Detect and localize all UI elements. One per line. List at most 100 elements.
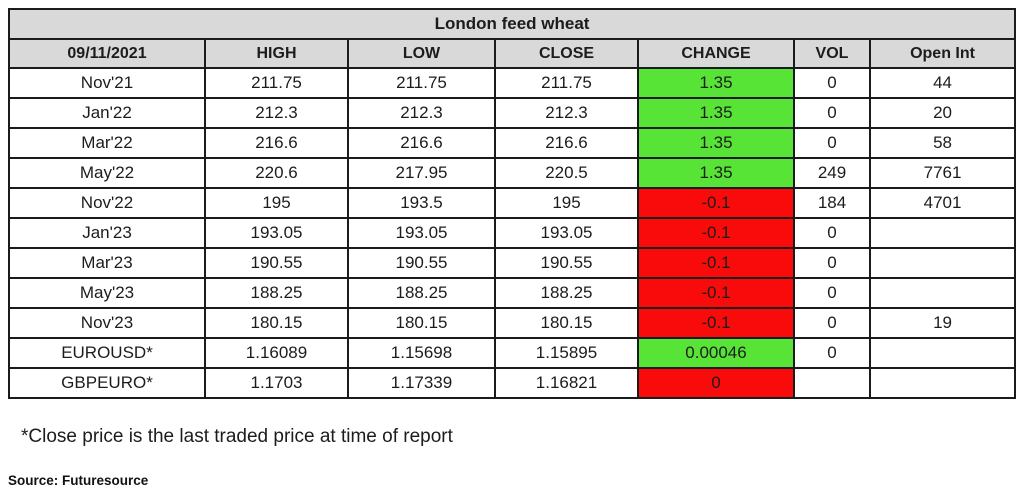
table-row: May'22 220.6 217.95 220.5 1.35 249 7761 — [8, 157, 1017, 189]
cell-close: 1.15895 — [494, 337, 639, 369]
table-row: Mar'22 216.6 216.6 216.6 1.35 0 58 — [8, 127, 1017, 159]
cell-vol: 249 — [793, 157, 871, 189]
header-row: 09/11/2021 HIGH LOW CLOSE CHANGE VOL Ope… — [8, 38, 1017, 69]
table-row: Jan'22 212.3 212.3 212.3 1.35 0 20 — [8, 97, 1017, 129]
cell-high: 211.75 — [204, 67, 349, 99]
table-row: GBPEURO* 1.1703 1.17339 1.16821 0 — [8, 367, 1017, 399]
cell-low: 193.05 — [347, 217, 496, 249]
cell-openint — [868, 367, 1017, 399]
column-header-vol: VOL — [793, 38, 871, 69]
cell-vol: 0 — [793, 127, 871, 159]
cell-low: 211.75 — [347, 67, 496, 99]
futures-table: London feed wheat 09/11/2021 HIGH LOW CL… — [7, 8, 1017, 399]
contract-label: GBPEURO* — [8, 367, 206, 399]
cell-openint: 20 — [868, 97, 1017, 129]
table-row: Jan'23 193.05 193.05 193.05 -0.1 0 — [8, 217, 1017, 249]
cell-high: 1.16089 — [204, 337, 349, 369]
cell-high: 216.6 — [204, 127, 349, 159]
cell-change: -0.1 — [637, 247, 795, 279]
contract-label: Jan'23 — [8, 217, 206, 249]
cell-openint: 58 — [868, 127, 1017, 159]
table-title: London feed wheat — [7, 8, 1017, 40]
cell-low: 1.17339 — [347, 367, 496, 399]
cell-vol: 0 — [793, 217, 871, 249]
source-attribution: Source: Futuresource — [8, 473, 149, 488]
contract-label: EUROUSD* — [8, 337, 206, 369]
cell-high: 195 — [204, 187, 349, 219]
cell-high: 212.3 — [204, 97, 349, 129]
cell-vol: 0 — [793, 337, 871, 369]
cell-change: 0.00046 — [637, 337, 795, 369]
report-date: 09/11/2021 — [8, 38, 206, 69]
column-header-change: CHANGE — [637, 38, 795, 69]
table-row: May'23 188.25 188.25 188.25 -0.1 0 — [8, 277, 1017, 309]
cell-close: 190.55 — [494, 247, 639, 279]
cell-change: 1.35 — [637, 157, 795, 189]
cell-high: 188.25 — [204, 277, 349, 309]
cell-low: 217.95 — [347, 157, 496, 189]
contract-label: Jan'22 — [8, 97, 206, 129]
cell-change: -0.1 — [637, 277, 795, 309]
cell-vol: 0 — [793, 277, 871, 309]
cell-close: 220.5 — [494, 157, 639, 189]
cell-openint: 44 — [868, 67, 1017, 99]
table-row: Nov'23 180.15 180.15 180.15 -0.1 0 19 — [8, 307, 1017, 339]
contract-label: May'23 — [8, 277, 206, 309]
cell-openint: 7761 — [868, 157, 1017, 189]
cell-openint: 4701 — [868, 187, 1017, 219]
cell-high: 190.55 — [204, 247, 349, 279]
cell-high: 220.6 — [204, 157, 349, 189]
contract-label: May'22 — [8, 157, 206, 189]
cell-openint — [868, 217, 1017, 249]
cell-vol: 0 — [793, 307, 871, 339]
table-row: EUROUSD* 1.16089 1.15698 1.15895 0.00046… — [8, 337, 1017, 369]
cell-close: 211.75 — [494, 67, 639, 99]
cell-close: 195 — [494, 187, 639, 219]
cell-vol: 0 — [793, 67, 871, 99]
cell-openint: 19 — [868, 307, 1017, 339]
column-header-close: CLOSE — [494, 38, 639, 69]
cell-low: 180.15 — [347, 307, 496, 339]
table-row: Mar'23 190.55 190.55 190.55 -0.1 0 — [8, 247, 1017, 279]
cell-vol: 184 — [793, 187, 871, 219]
cell-openint — [868, 277, 1017, 309]
contract-label: Nov'22 — [8, 187, 206, 219]
close-price-footnote: *Close price is the last traded price at… — [21, 426, 453, 447]
column-header-low: LOW — [347, 38, 496, 69]
cell-close: 188.25 — [494, 277, 639, 309]
contract-label: Nov'23 — [8, 307, 206, 339]
cell-openint — [868, 337, 1017, 369]
column-header-openint: Open Int — [868, 38, 1017, 69]
cell-vol: 0 — [793, 247, 871, 279]
table-row: Nov'22 195 193.5 195 -0.1 184 4701 — [8, 187, 1017, 219]
cell-close: 180.15 — [494, 307, 639, 339]
cell-vol: 0 — [793, 97, 871, 129]
cell-low: 1.15698 — [347, 337, 496, 369]
cell-close: 1.16821 — [494, 367, 639, 399]
cell-change: -0.1 — [637, 187, 795, 219]
cell-high: 1.1703 — [204, 367, 349, 399]
contract-label: Mar'23 — [8, 247, 206, 279]
cell-openint — [868, 247, 1017, 279]
cell-high: 193.05 — [204, 217, 349, 249]
cell-close: 216.6 — [494, 127, 639, 159]
table-row: Nov'21 211.75 211.75 211.75 1.35 0 44 — [8, 67, 1017, 99]
cell-change: 1.35 — [637, 127, 795, 159]
cell-vol — [793, 367, 871, 399]
cell-change: -0.1 — [637, 307, 795, 339]
cell-change: 1.35 — [637, 67, 795, 99]
column-header-high: HIGH — [204, 38, 349, 69]
contract-label: Mar'22 — [8, 127, 206, 159]
cell-low: 212.3 — [347, 97, 496, 129]
cell-low: 216.6 — [347, 127, 496, 159]
cell-high: 180.15 — [204, 307, 349, 339]
cell-low: 193.5 — [347, 187, 496, 219]
cell-close: 193.05 — [494, 217, 639, 249]
cell-low: 190.55 — [347, 247, 496, 279]
cell-close: 212.3 — [494, 97, 639, 129]
cell-change: 0 — [637, 367, 795, 399]
title-row: London feed wheat — [7, 8, 1017, 40]
cell-change: -0.1 — [637, 217, 795, 249]
cell-low: 188.25 — [347, 277, 496, 309]
